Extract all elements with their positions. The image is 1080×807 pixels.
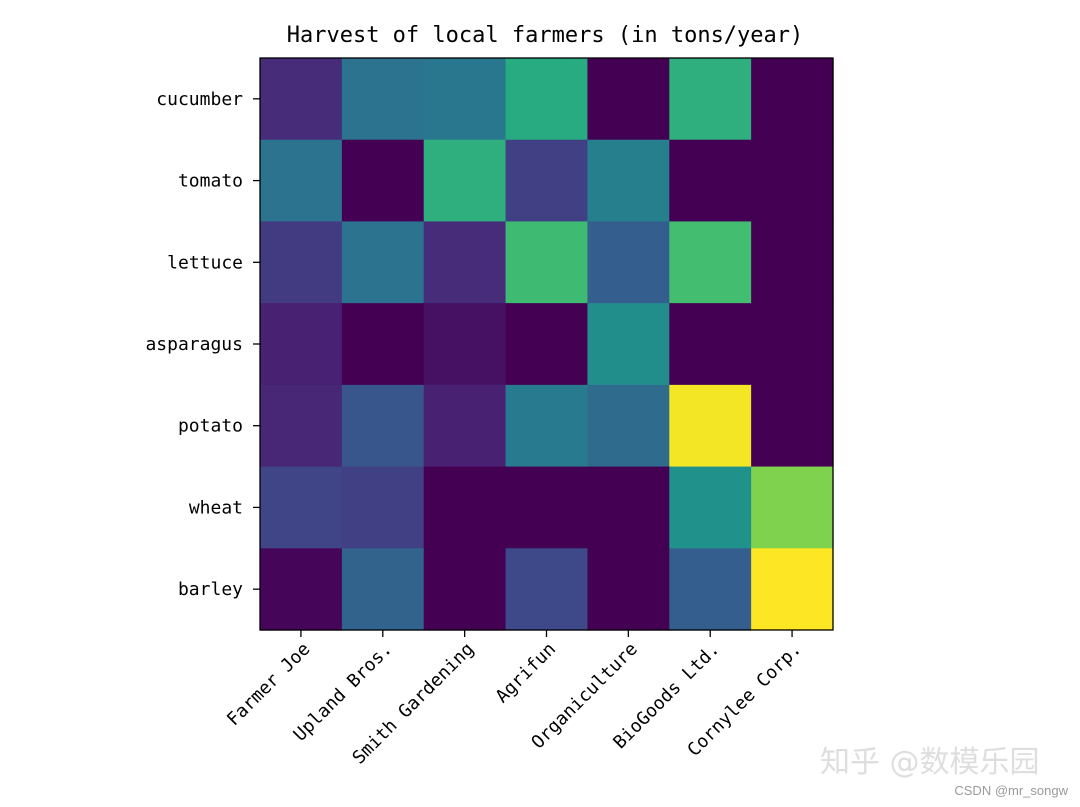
heatmap-cell bbox=[505, 221, 589, 304]
y-tick-label: lettuce bbox=[167, 252, 243, 273]
heatmap-cell bbox=[751, 139, 834, 223]
heatmap-cell bbox=[260, 548, 343, 631]
heatmap-cell bbox=[587, 548, 670, 631]
heatmap-cell bbox=[260, 303, 343, 386]
heatmap-cell bbox=[669, 466, 752, 549]
heatmap-cell bbox=[587, 384, 670, 468]
heatmap-cell bbox=[341, 548, 425, 631]
watermark-sub: CSDN @mr_songw bbox=[954, 783, 1068, 798]
heatmap-cell bbox=[751, 221, 834, 304]
heatmap-cell bbox=[669, 221, 752, 304]
heatmap-cell bbox=[751, 548, 834, 631]
heatmap-cell bbox=[505, 58, 589, 141]
heatmap-cell bbox=[260, 384, 343, 468]
heatmap-cell bbox=[341, 58, 425, 141]
heatmap-cell bbox=[505, 548, 589, 631]
heatmap-cell bbox=[587, 303, 670, 386]
y-tick-label: asparagus bbox=[145, 334, 243, 355]
heatmap-cells bbox=[260, 58, 834, 631]
heatmap-cell bbox=[341, 303, 425, 386]
heatmap-cell bbox=[505, 384, 589, 468]
heatmap-cell bbox=[669, 384, 752, 468]
heatmap-cell bbox=[751, 466, 834, 549]
heatmap-cell bbox=[341, 384, 425, 468]
heatmap-cell bbox=[341, 139, 425, 223]
y-tick-label: tomato bbox=[178, 171, 243, 192]
heatmap-cell bbox=[423, 221, 507, 304]
heatmap-cell bbox=[423, 384, 507, 468]
heatmap-cell bbox=[423, 548, 507, 631]
heatmap-cell bbox=[751, 303, 834, 386]
heatmap-cell bbox=[587, 58, 670, 141]
heatmap-cell bbox=[260, 58, 343, 141]
heatmap-cell bbox=[260, 466, 343, 549]
heatmap-cell bbox=[423, 303, 507, 386]
heatmap-cell bbox=[751, 384, 834, 468]
heatmap-cell bbox=[260, 221, 343, 304]
heatmap-cell bbox=[423, 58, 507, 141]
heatmap-cell bbox=[505, 466, 589, 549]
heatmap-cell bbox=[669, 58, 752, 141]
heatmap-cell bbox=[669, 303, 752, 386]
heatmap-cell bbox=[505, 303, 589, 386]
heatmap-cell bbox=[505, 139, 589, 223]
heatmap-cell bbox=[341, 466, 425, 549]
heatmap-cell bbox=[341, 221, 425, 304]
heatmap-cell bbox=[423, 466, 507, 549]
y-tick-label: barley bbox=[178, 579, 243, 600]
heatmap-cell bbox=[587, 466, 670, 549]
heatmap-cell bbox=[260, 139, 343, 223]
watermark-main: 知乎 @数模乐园 bbox=[820, 745, 1040, 780]
heatmap-cell bbox=[669, 139, 752, 223]
heatmap-cell bbox=[587, 139, 670, 223]
y-tick-label: potato bbox=[178, 416, 243, 437]
y-axis: cucumber tomato lettuce asparagus potato whea… bbox=[145, 89, 260, 600]
y-tick-label: wheat bbox=[189, 497, 243, 518]
heatmap-cell bbox=[587, 221, 670, 304]
x-tick-label: Farmer Joe bbox=[223, 639, 314, 730]
x-tick-label: Agrifun bbox=[492, 639, 560, 707]
heatmap-cell bbox=[669, 548, 752, 631]
chart-title: Harvest of local farmers (in tons/year) bbox=[287, 23, 804, 48]
heatmap-cell bbox=[423, 139, 507, 223]
y-tick-label: cucumber bbox=[156, 89, 243, 110]
heatmap-cell bbox=[751, 58, 834, 141]
